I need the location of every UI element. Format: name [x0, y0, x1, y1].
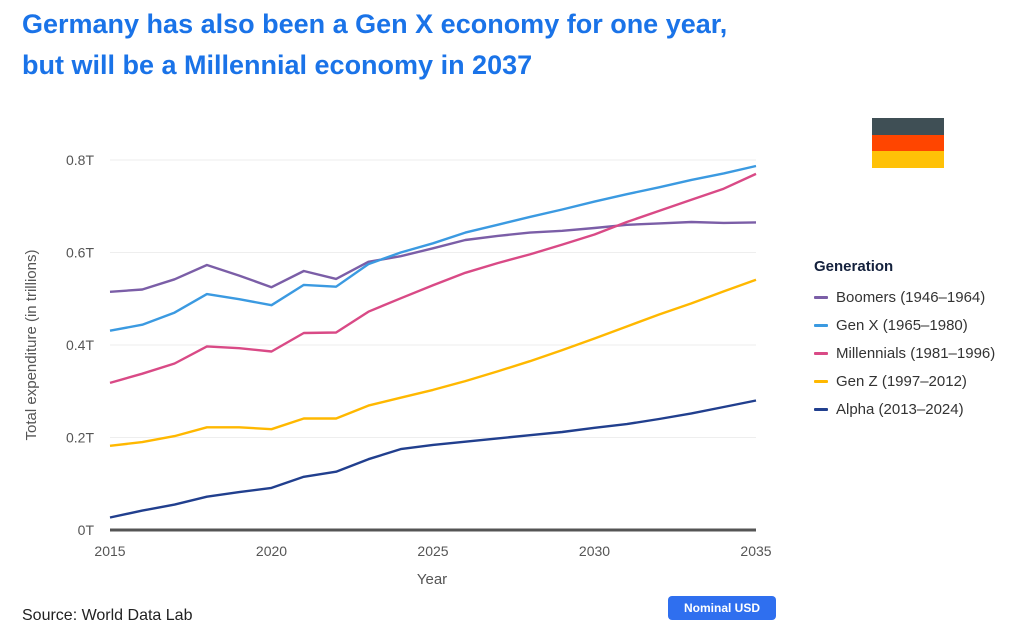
legend-swatch	[814, 295, 828, 299]
series-line-millennials	[109, 172, 757, 385]
legend-item[interactable]: Alpha (2013–2024)	[814, 395, 995, 423]
y-tick-label: 0.4T	[66, 337, 94, 353]
series-line-gen	[109, 278, 757, 447]
legend-swatch	[814, 323, 828, 327]
series-line-gen	[109, 164, 757, 332]
legend-swatch	[814, 407, 828, 411]
legend-label: Millennials (1981–1996)	[836, 344, 996, 362]
legend-swatch	[814, 351, 828, 355]
nominal-usd-badge[interactable]: Nominal USD	[668, 596, 776, 620]
legend-label: Boomers (1946–1964)	[836, 288, 986, 306]
title-line-2: but will be a Millennial economy in 2037	[22, 50, 533, 80]
x-tick-label: 2035	[740, 543, 771, 559]
legend-label: Gen X (1965–1980)	[836, 316, 968, 334]
y-axis-title: Total expenditure (in trillions)	[23, 250, 40, 441]
legend-title: Generation	[814, 258, 894, 275]
flag-stripe-gold	[872, 151, 944, 168]
germany-flag	[872, 118, 944, 168]
legend-label: Gen Z (1997–2012)	[836, 372, 967, 390]
flag-stripe-black	[872, 118, 944, 135]
legend-swatch	[814, 379, 828, 383]
series-line-boomers	[109, 220, 757, 293]
x-tick-label: 2015	[94, 543, 125, 559]
y-tick-label: 0.8T	[66, 152, 94, 168]
source-text: Source: World Data Lab	[22, 607, 193, 624]
chart-title: Germany has also been a Gen X economy fo…	[22, 4, 822, 86]
y-tick-label: 0.6T	[66, 245, 94, 261]
legend-label: Alpha (2013–2024)	[836, 400, 964, 418]
x-tick-label: 2025	[417, 543, 448, 559]
series-line-alpha	[109, 399, 757, 519]
legend-item[interactable]: Gen X (1965–1980)	[814, 311, 995, 339]
legend: Generation Boomers (1946–1964) Gen X (196…	[814, 258, 995, 423]
flag-stripe-red	[872, 134, 944, 152]
legend-item[interactable]: Gen Z (1997–2012)	[814, 367, 995, 395]
legend-item[interactable]: Millennials (1981–1996)	[814, 339, 995, 367]
x-tick-label: 2020	[256, 543, 287, 559]
title-line-1: Germany has also been a Gen X economy fo…	[22, 9, 728, 39]
y-tick-label: 0.2T	[66, 430, 94, 446]
x-tick-label: 2030	[579, 543, 610, 559]
y-tick-label: 0T	[78, 522, 95, 538]
legend-item[interactable]: Boomers (1946–1964)	[814, 283, 995, 311]
x-axis-title: Year	[417, 571, 447, 588]
